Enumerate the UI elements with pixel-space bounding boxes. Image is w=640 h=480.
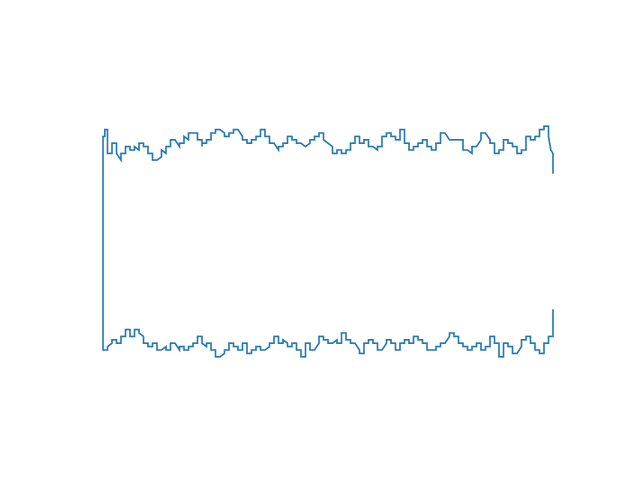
series-layer (102, 125, 554, 358)
series-line-2 (102, 241, 554, 358)
series-line-1 (102, 125, 554, 242)
